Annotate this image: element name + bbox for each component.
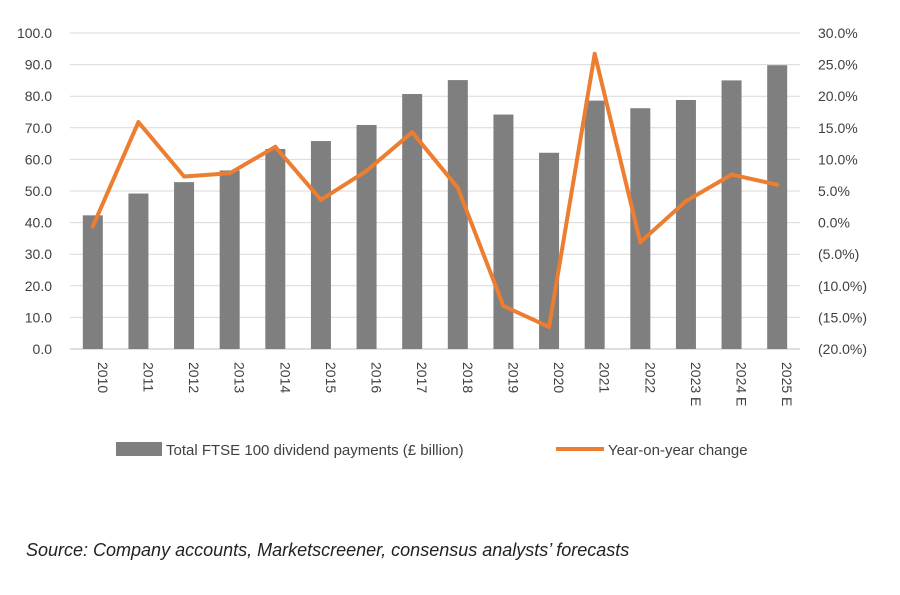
right-axis-tick-label: 0.0% (818, 215, 850, 231)
left-axis-ticks: 0.0 10.0 20.0 30.0 40.0 50.0 60.0 70.0 80.0 90.0 1… (17, 25, 52, 357)
bar (82, 215, 103, 349)
legend-bar-swatch (116, 442, 162, 456)
right-axis-tick-label: 30.0% (818, 25, 858, 41)
x-axis-tick-label: 2012 (186, 362, 202, 393)
bar (675, 99, 696, 349)
left-axis-tick-label: 40.0 (25, 215, 52, 231)
x-axis-tick-label: 2024 E (734, 362, 750, 406)
line-point (364, 168, 369, 173)
bar (219, 170, 240, 349)
x-axis-tick-label: 2013 (232, 362, 248, 393)
line-point (547, 324, 552, 329)
right-axis-tick-label: (15.0%) (818, 309, 867, 325)
yoy-change-line (90, 51, 780, 329)
line-point (273, 144, 278, 149)
line-point (90, 224, 95, 229)
bar (128, 193, 149, 349)
x-axis-tick-label: 2017 (414, 362, 430, 393)
source-note: Source: Company accounts, Marketscreener… (26, 540, 630, 560)
x-axis-tick-label: 2021 (597, 362, 613, 393)
line-point (501, 304, 506, 309)
left-axis-tick-label: 50.0 (25, 183, 52, 199)
x-axis-tick-label: 2019 (505, 362, 521, 393)
bar (584, 100, 605, 350)
left-axis-tick-label: 70.0 (25, 120, 52, 136)
legend-line-label: Year-on-year change (608, 442, 748, 459)
x-axis-tick-label: 2023 E (688, 362, 704, 406)
left-axis-tick-label: 0.0 (33, 341, 53, 357)
right-axis-tick-label: 15.0% (818, 120, 858, 136)
right-axis-ticks: (20.0%) (15.0%) (10.0%) (5.0%) 0.0% 5.0% 10.0%… (818, 25, 867, 357)
x-axis-tick-label: 2022 (642, 362, 658, 393)
x-axis-tick-label: 2016 (369, 362, 385, 393)
bar (721, 80, 742, 350)
line-point (638, 240, 643, 245)
bar (630, 108, 651, 349)
line-point (455, 185, 460, 190)
left-axis-tick-label: 80.0 (25, 88, 52, 104)
x-axis-tick-label: 2010 (95, 362, 111, 393)
bar (310, 141, 331, 349)
left-axis-tick-label: 10.0 (25, 309, 52, 325)
line-series (90, 51, 780, 329)
line-point (775, 182, 780, 187)
right-axis-tick-label: 25.0% (818, 57, 858, 73)
line-point (592, 51, 597, 56)
chart: 0.0 10.0 20.0 30.0 40.0 50.0 60.0 70.0 80.0 90.0 1… (17, 25, 867, 459)
line-point (683, 199, 688, 204)
bar (265, 148, 286, 349)
bar (447, 80, 468, 350)
line-point (410, 130, 415, 135)
bar (356, 124, 377, 350)
x-axis-tick-label: 2025 E (779, 362, 795, 406)
line-point (136, 120, 141, 125)
bar (402, 93, 423, 349)
bar (174, 182, 195, 349)
x-axis-tick-label: 2014 (277, 362, 293, 393)
left-axis-tick-label: 90.0 (25, 57, 52, 73)
right-axis-tick-label: 10.0% (818, 151, 858, 167)
bar (767, 65, 788, 350)
left-axis-tick-label: 60.0 (25, 151, 52, 167)
line-point (318, 197, 323, 202)
line-point (182, 174, 187, 179)
bar (493, 114, 514, 349)
x-axis-tick-label: 2018 (460, 362, 476, 393)
x-axis-ticks: 2010 2011 2012 2013 2014 2015 2016 2017 2018 2019… (95, 362, 795, 406)
right-axis-tick-label: (10.0%) (818, 278, 867, 294)
legend-bar-label: Total FTSE 100 dividend payments (£ bill… (166, 442, 464, 459)
x-axis-tick-label: 2015 (323, 362, 339, 393)
line-point (227, 171, 232, 176)
x-axis-tick-label: 2011 (140, 362, 156, 392)
line-point (729, 172, 734, 177)
legend: Total FTSE 100 dividend payments (£ bill… (116, 442, 748, 459)
left-axis-tick-label: 30.0 (25, 246, 52, 262)
left-axis-tick-label: 100.0 (17, 25, 52, 41)
right-axis-tick-label: (5.0%) (818, 246, 859, 262)
left-axis-tick-label: 20.0 (25, 278, 52, 294)
right-axis-tick-label: (20.0%) (818, 341, 867, 357)
right-axis-tick-label: 5.0% (818, 183, 850, 199)
bar-series (82, 65, 788, 350)
right-axis-tick-label: 20.0% (818, 88, 858, 104)
x-axis-tick-label: 2020 (551, 362, 567, 393)
